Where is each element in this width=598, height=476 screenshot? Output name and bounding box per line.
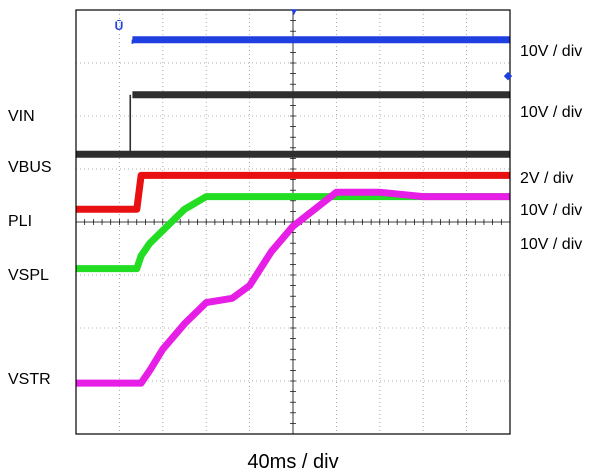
label-vstr: VSTR bbox=[8, 371, 51, 388]
trace-vstr bbox=[76, 188, 510, 387]
scale-label-ch3: 2V / div bbox=[520, 170, 573, 187]
channel-1-ground-marker-icon: Ū bbox=[115, 19, 124, 33]
label-vin: VIN bbox=[8, 108, 35, 125]
markers: ▼ Ū ◆ bbox=[115, 7, 513, 82]
trace-pli bbox=[76, 171, 510, 213]
traces bbox=[76, 36, 510, 387]
trigger-level-marker-icon: ◆ bbox=[504, 70, 513, 82]
channel-labels: VIN VBUS PLI VSPL VSTR bbox=[8, 108, 52, 388]
scale-label-ch5: 10V / div bbox=[520, 236, 582, 253]
grid bbox=[76, 10, 510, 434]
plot-frame bbox=[75, 9, 511, 435]
scale-labels: 10V / div 10V / div 2V / div 10V / div 1… bbox=[520, 43, 582, 253]
scale-label-ch1: 10V / div bbox=[520, 43, 582, 60]
x-axis-label: 40ms / div bbox=[247, 451, 338, 473]
label-vbus: VBUS bbox=[8, 159, 52, 176]
label-vspl: VSPL bbox=[8, 267, 49, 284]
scale-label-ch2: 10V / div bbox=[520, 104, 582, 121]
scale-label-ch4: 10V / div bbox=[520, 202, 582, 219]
trace-vspl bbox=[76, 193, 510, 273]
trigger-marker-icon: ▼ bbox=[289, 7, 299, 18]
label-pli: PLI bbox=[8, 213, 32, 230]
